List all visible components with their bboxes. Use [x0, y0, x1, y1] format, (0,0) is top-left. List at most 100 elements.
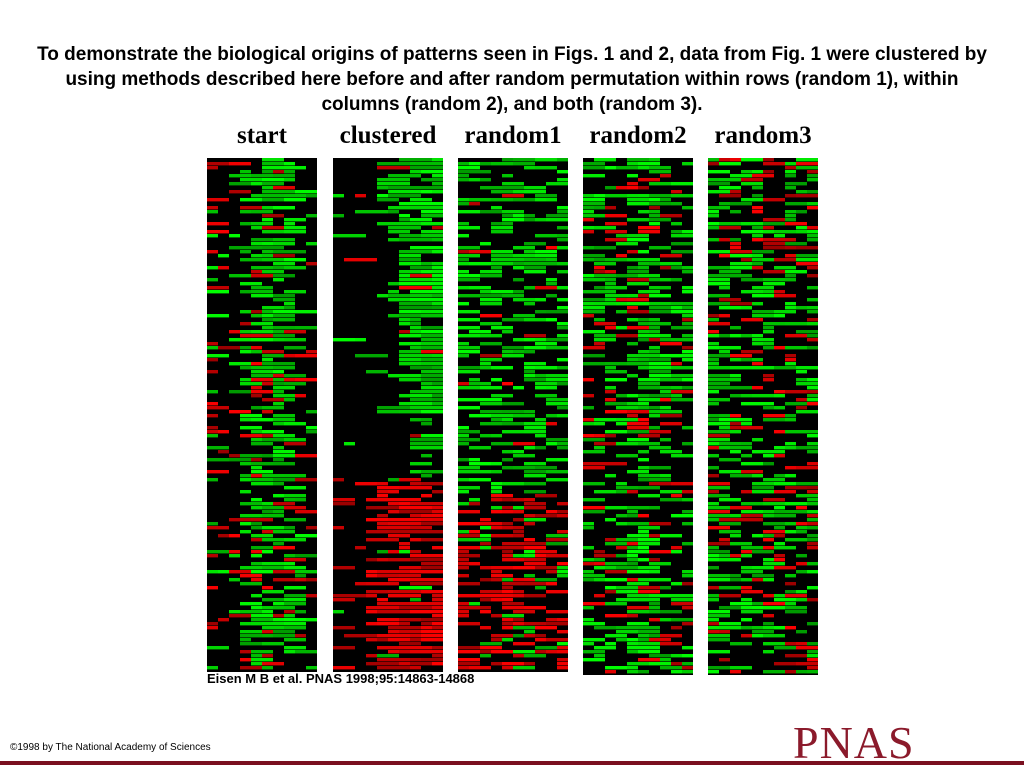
heatmap-cell — [502, 522, 513, 526]
heatmap-cell — [480, 410, 502, 414]
heatmap-cell — [458, 178, 469, 182]
heatmap-cell — [513, 278, 524, 282]
heatmap-cell — [273, 542, 284, 546]
heatmap-cell — [366, 498, 388, 502]
heatmap-cell — [594, 246, 616, 250]
heatmap-cell — [513, 214, 524, 218]
heatmap-cell — [377, 666, 410, 670]
heatmap-cell — [273, 478, 295, 482]
heatmap-cell — [535, 634, 546, 638]
heatmap-cell — [605, 214, 627, 218]
heatmap-cell — [458, 202, 469, 206]
heatmap-cell — [388, 518, 421, 522]
heatmap-cell — [480, 470, 491, 474]
heatmap-cell — [583, 206, 594, 210]
heatmap-cell — [240, 170, 251, 174]
heatmap-cell — [513, 626, 535, 630]
heatmap-cell — [535, 626, 557, 630]
heatmap-cell — [524, 634, 535, 638]
heatmap-cell — [377, 654, 399, 658]
heatmap-cell — [638, 354, 660, 358]
heatmap-cell — [432, 262, 443, 266]
heatmap-cell — [410, 266, 432, 270]
heatmap-cell — [627, 258, 638, 262]
heatmap-cell — [649, 646, 660, 650]
heatmap-cell — [583, 526, 594, 530]
heatmap-cell — [583, 482, 605, 486]
heatmap-cell — [796, 466, 818, 470]
heatmap-cell — [752, 234, 763, 238]
heatmap-cell — [605, 258, 627, 262]
heatmap-cell — [682, 542, 693, 546]
heatmap-cell — [513, 450, 524, 454]
heatmap-cell — [469, 202, 480, 206]
heatmap-cell — [774, 526, 785, 530]
heatmap-cell — [616, 538, 638, 542]
heatmap-cell — [207, 166, 218, 170]
heatmap-cell — [785, 510, 807, 514]
heatmap-cell — [377, 166, 410, 170]
heatmap-cell — [649, 286, 660, 290]
heatmap-cell — [295, 574, 306, 578]
heatmap-cell — [671, 194, 693, 198]
heatmap-cell — [730, 670, 741, 674]
heatmap-cell — [594, 342, 605, 346]
heatmap-cell — [502, 550, 513, 554]
heatmap-cell — [513, 526, 524, 530]
heatmap-cell — [796, 570, 807, 574]
heatmap-cell — [546, 262, 557, 266]
heatmap-cell — [458, 646, 480, 650]
heatmap-cell — [502, 382, 513, 386]
heatmap-cell — [719, 206, 730, 210]
heatmap-cell — [557, 502, 568, 506]
heatmap-cell — [513, 654, 524, 658]
heatmap-cell — [273, 330, 284, 334]
heatmap-cell — [388, 558, 410, 562]
heatmap-cell — [410, 578, 443, 582]
heatmap-cell — [251, 290, 273, 294]
heatmap-cell — [752, 566, 774, 570]
heatmap-cell — [262, 630, 273, 634]
heatmap-cell — [207, 434, 218, 438]
heatmap-cell — [524, 462, 546, 466]
heatmap-cell — [262, 642, 284, 646]
heatmap-cell — [377, 406, 410, 410]
heatmap-cell — [763, 282, 785, 286]
heatmap-cell — [583, 450, 605, 454]
heatmap-cell — [480, 270, 502, 274]
heatmap-cell — [399, 618, 421, 622]
heatmap-cell — [502, 582, 524, 586]
heatmap-cell — [273, 370, 284, 374]
heatmap-cell — [262, 634, 273, 638]
heatmap-cell — [421, 382, 432, 386]
heatmap-cell — [207, 290, 229, 294]
heatmap-cell — [218, 266, 229, 270]
heatmap-cell — [638, 586, 660, 590]
heatmap-cell — [719, 238, 730, 242]
heatmap-cell — [251, 394, 262, 398]
heatmap-cell — [377, 646, 399, 650]
heatmap-cell — [458, 538, 469, 542]
heatmap-cell — [627, 218, 649, 222]
heatmap-cell — [377, 638, 388, 642]
heatmap-cell — [785, 242, 807, 246]
heatmap-cell — [524, 594, 546, 598]
heatmap-cell — [763, 462, 774, 466]
heatmap-cell — [458, 246, 480, 250]
heatmap-cell — [671, 594, 693, 598]
heatmap-cell — [207, 550, 229, 554]
heatmap-cell — [262, 526, 284, 530]
heatmap-cell — [557, 630, 568, 634]
heatmap-cell — [410, 462, 432, 466]
heatmap-cell — [240, 258, 262, 262]
heatmap-cell — [616, 522, 627, 526]
heatmap-cell — [671, 398, 693, 402]
heatmap-cell — [741, 618, 752, 622]
heatmap-cell — [240, 530, 251, 534]
heatmap-cell — [708, 614, 730, 618]
heatmap-cell — [410, 274, 432, 278]
heatmap-cell — [741, 394, 752, 398]
heatmap-cell — [251, 386, 262, 390]
heatmap-cell — [262, 606, 273, 610]
heatmap-cell — [774, 406, 785, 410]
